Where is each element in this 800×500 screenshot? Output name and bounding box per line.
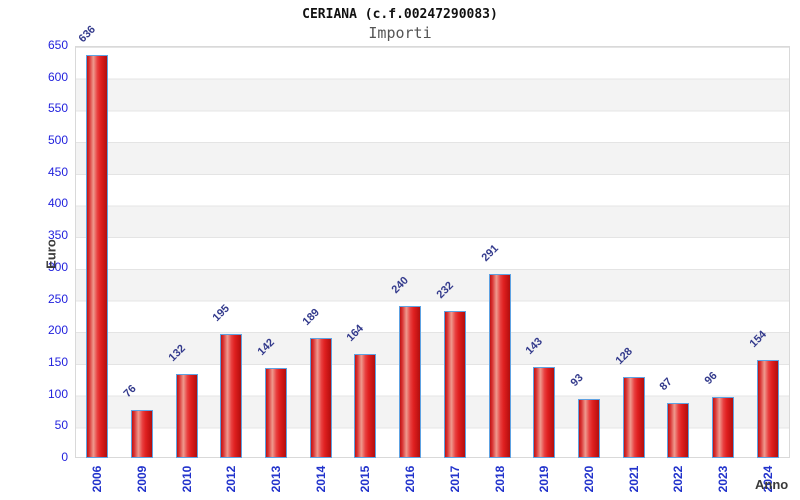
y-tick-label: 500 xyxy=(47,133,68,148)
bar-2010 xyxy=(175,374,198,458)
bar-2023 xyxy=(711,397,734,458)
y-tick-label: 550 xyxy=(47,101,68,116)
x-tick-label: 2010 xyxy=(179,465,194,493)
y-tick-label: 0 xyxy=(61,450,68,464)
x-tick-label: 2019 xyxy=(537,465,552,493)
x-tick-label: 2009 xyxy=(135,465,150,493)
y-tick-label: 50 xyxy=(54,418,68,433)
bar-2012 xyxy=(220,334,243,458)
x-tick-label: 2015 xyxy=(358,465,373,493)
x-tick-label: 2022 xyxy=(671,465,686,493)
bar-2017 xyxy=(443,311,466,458)
bar-2022 xyxy=(667,403,690,458)
x-tick-label: 2023 xyxy=(715,465,730,493)
y-tick-label: 350 xyxy=(47,228,68,243)
x-tick-label: 2014 xyxy=(313,465,328,493)
y-axis-label: Euro xyxy=(43,239,59,269)
y-tick-label: 150 xyxy=(47,354,68,369)
y-tick-label: 400 xyxy=(47,196,68,211)
bar-2024 xyxy=(756,360,779,458)
bar-2006 xyxy=(86,55,109,458)
x-tick-label: 2016 xyxy=(403,465,418,493)
x-tick-label: 2006 xyxy=(90,465,105,493)
y-tick-label: 650 xyxy=(47,38,68,52)
x-tick-label: 2021 xyxy=(626,465,641,493)
bar-2020 xyxy=(577,399,600,458)
bar-2021 xyxy=(622,377,645,458)
y-tick-label: 100 xyxy=(47,386,68,401)
x-tick-label: 2020 xyxy=(581,465,596,493)
bar-2014 xyxy=(309,338,332,458)
y-tick-label: 300 xyxy=(47,259,68,274)
bar-2009 xyxy=(131,410,154,458)
x-tick-label: 2018 xyxy=(492,465,507,493)
bar-2015 xyxy=(354,354,377,458)
bar-2018 xyxy=(488,274,511,458)
y-tick-label: 600 xyxy=(47,69,68,84)
x-tick-label: 2017 xyxy=(447,465,462,493)
chart-subtitle: Importi xyxy=(368,24,432,42)
y-tick-label: 200 xyxy=(47,323,68,338)
x-tick-label: 2012 xyxy=(224,465,239,493)
bar-2016 xyxy=(399,306,422,458)
x-tick-label: 2013 xyxy=(269,465,284,493)
bar-2019 xyxy=(533,367,556,458)
bar-2013 xyxy=(265,368,288,458)
chart-title: CERIANA (c.f.00247290083) xyxy=(302,7,498,22)
x-axis-label: Anno xyxy=(755,477,789,492)
y-tick-label: 250 xyxy=(47,291,68,306)
y-tick-label: 450 xyxy=(47,164,68,179)
